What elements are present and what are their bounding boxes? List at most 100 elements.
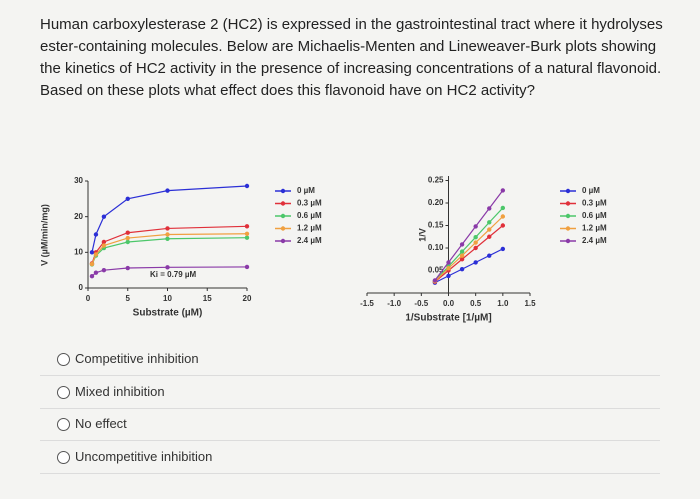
legend-marker xyxy=(280,188,286,194)
radio[interactable] xyxy=(57,451,70,464)
legend-label: 2.4 µM xyxy=(582,236,607,245)
data-point xyxy=(101,239,107,245)
legend-label: 0 µM xyxy=(297,186,315,195)
data-point xyxy=(125,239,130,245)
data-point xyxy=(125,230,130,235)
data-point xyxy=(89,261,95,267)
y-tick-label: 0.20 xyxy=(428,198,444,207)
data-point xyxy=(473,245,478,251)
x-tick-label: -1.5 xyxy=(360,299,374,308)
data-point xyxy=(473,235,478,240)
data-point xyxy=(487,206,492,211)
radio[interactable] xyxy=(57,418,70,431)
x-tick-label: 5 xyxy=(126,294,131,303)
data-point xyxy=(93,270,99,275)
option[interactable]: Competitive inhibition xyxy=(40,343,660,376)
y-tick-label: 20 xyxy=(74,212,83,221)
annotation: Ki = 0.79 µM xyxy=(150,270,197,279)
data-point xyxy=(446,273,451,279)
data-point xyxy=(125,265,130,271)
data-point xyxy=(459,253,465,258)
data-point xyxy=(459,242,465,247)
y-axis-label: V (µM/min/mg) xyxy=(39,204,49,266)
data-point xyxy=(165,188,170,193)
data-point xyxy=(125,196,130,202)
data-point xyxy=(446,266,451,271)
legend-marker xyxy=(280,238,286,244)
question-text: Human carboxylesterase 2 (HC2) is expres… xyxy=(40,16,663,99)
series-line xyxy=(434,248,504,284)
data-point xyxy=(487,234,492,239)
data-point xyxy=(473,240,478,245)
legend-label: 1.2 µM xyxy=(297,224,322,233)
legend-marker xyxy=(280,201,286,206)
data-point xyxy=(101,267,107,273)
legend-marker xyxy=(280,226,286,231)
data-point xyxy=(165,226,170,231)
data-point xyxy=(244,231,250,236)
series-line xyxy=(91,185,248,253)
option-label: No effect xyxy=(75,416,127,431)
legend-marker xyxy=(565,188,571,194)
y-tick-label: 0.10 xyxy=(428,243,444,252)
option[interactable]: No effect xyxy=(40,408,660,441)
legend-marker xyxy=(565,226,571,231)
series-line xyxy=(434,207,504,282)
data-point xyxy=(500,205,506,211)
radio[interactable] xyxy=(57,353,70,366)
data-point xyxy=(487,253,492,258)
radio[interactable] xyxy=(57,386,70,399)
data-point xyxy=(165,232,170,237)
data-point xyxy=(500,188,506,193)
data-point xyxy=(432,278,438,283)
data-point xyxy=(93,252,99,257)
data-point xyxy=(500,246,506,252)
data-point xyxy=(459,249,465,254)
legend-marker xyxy=(565,201,571,206)
y-tick-label: 30 xyxy=(74,176,83,185)
y-tick-label: 10 xyxy=(74,247,83,256)
legend-label: 0.3 µM xyxy=(582,199,607,208)
option[interactable]: Uncompetitive inhibition xyxy=(40,441,660,474)
y-tick-label: 0.25 xyxy=(428,176,444,185)
x-tick-label: 10 xyxy=(163,294,172,303)
data-point xyxy=(244,264,250,270)
legend-label: 0 µM xyxy=(582,186,600,195)
data-point xyxy=(487,220,492,225)
legend-label: 0.3 µM xyxy=(297,199,322,208)
x-axis-label: 1/Substrate [1/µM] xyxy=(405,313,491,324)
data-point xyxy=(244,183,250,189)
legend-label: 0.6 µM xyxy=(582,211,607,220)
x-tick-label: -1.0 xyxy=(387,299,401,308)
data-point xyxy=(459,266,465,272)
option-label: Uncompetitive inhibition xyxy=(75,449,213,464)
legend-label: 0.6 µM xyxy=(297,211,322,220)
option[interactable]: Mixed inhibition xyxy=(40,376,660,409)
legend-marker xyxy=(280,213,286,219)
y-tick-label: 0.15 xyxy=(428,221,444,230)
data-point xyxy=(101,243,107,248)
data-point xyxy=(459,257,465,262)
x-tick-label: 0.5 xyxy=(470,299,482,308)
option-label: Mixed inhibition xyxy=(75,384,165,399)
x-tick-label: 20 xyxy=(243,294,252,303)
data-point xyxy=(101,214,107,219)
data-point xyxy=(500,223,506,228)
y-tick-label: 0 xyxy=(79,283,84,292)
legend-label: 1.2 µM xyxy=(582,224,607,233)
option-label: Competitive inhibition xyxy=(75,351,199,366)
data-point xyxy=(446,260,451,265)
x-tick-label: 1.0 xyxy=(497,299,509,308)
data-point xyxy=(473,260,478,265)
legend-marker xyxy=(565,238,571,244)
series-line xyxy=(434,190,504,281)
data-point xyxy=(165,236,170,241)
x-tick-label: 1.5 xyxy=(524,299,536,308)
series-line xyxy=(434,225,504,283)
legend-label: 2.4 µM xyxy=(297,236,322,245)
data-point xyxy=(93,232,99,237)
data-point xyxy=(473,224,478,229)
data-point xyxy=(165,265,170,270)
